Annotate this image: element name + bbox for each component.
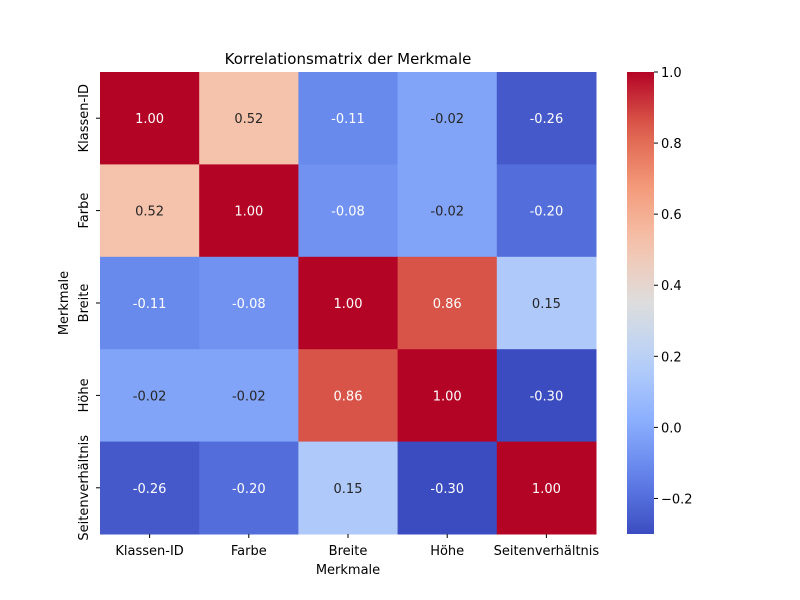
colorbar-tick-label: 0.6: [661, 208, 682, 223]
cell-value-label: -0.26: [133, 482, 167, 497]
heatmap-cell: [100, 72, 200, 165]
cell-value-label: 0.15: [334, 482, 363, 497]
x-tick-label: Seitenverhältnis: [494, 544, 600, 559]
colorbar-tick-label: −0.2: [661, 492, 693, 507]
colorbar-gradient: [627, 72, 654, 534]
colorbar-tick-label: 0.4: [661, 279, 682, 294]
cell-value-label: -0.11: [331, 112, 365, 127]
heatmap-cell: [199, 349, 299, 443]
chart-title: Korrelationsmatrix der Merkmale: [225, 50, 472, 68]
cell-value-label: -0.20: [232, 482, 266, 497]
x-tick-label: Klassen-ID: [115, 544, 183, 559]
cell-value-label: -0.20: [530, 205, 564, 220]
heatmap-cell: [397, 72, 498, 165]
heatmap-cell: [298, 256, 399, 350]
cell-value-label: -0.11: [133, 297, 167, 312]
x-tick-label: Farbe: [231, 544, 267, 559]
heatmap-cell: [199, 441, 299, 535]
y-axis-title: Merkmale: [57, 271, 72, 335]
x-tick-label: Höhe: [430, 544, 464, 559]
cell-value-label: -0.02: [232, 389, 266, 404]
heatmap-cell: [199, 72, 299, 165]
cell-value-label: -0.02: [430, 112, 464, 127]
heatmap-cell: [298, 72, 399, 165]
cell-value-label: 0.15: [532, 297, 561, 312]
cell-value-label: 0.52: [234, 112, 263, 127]
heatmap-cell: [496, 349, 597, 443]
y-tick-label: Breite: [77, 284, 92, 323]
heatmap-cell: [100, 349, 200, 443]
heatmap-cell: [199, 256, 299, 350]
heatmap-cell: [298, 441, 399, 535]
colorbar-tick-label: 0.8: [661, 137, 682, 152]
heatmap-cell: [298, 164, 399, 258]
heatmap-cell: [496, 72, 597, 165]
cell-value-label: -0.08: [232, 297, 266, 312]
cell-value-label: -0.08: [331, 205, 365, 220]
cell-value-label: 1.00: [234, 205, 263, 220]
colorbar: 1.0 0.8 0.6 0.4 0.2 0.0 −0.2: [627, 66, 693, 534]
heatmap-cell: [397, 349, 498, 443]
heatmap-cell: [397, 164, 498, 258]
cell-value-label: 0.52: [135, 205, 164, 220]
colorbar-tick-label: 1.0: [661, 66, 682, 81]
heatmap-cell: [397, 441, 498, 535]
heatmap-cell: [199, 164, 299, 258]
y-tick-label: Höhe: [77, 378, 92, 412]
cell-value-label: -0.30: [430, 482, 464, 497]
heatmap-cells: 1.00 0.52 -0.11 -0.02 -0.26 0.52 1.00 -0.08 -0.0…: [100, 72, 597, 535]
heatmap-cell: [100, 256, 200, 350]
x-axis-title: Merkmale: [316, 563, 380, 578]
y-axis-ticks: Klassen-ID Farbe Breite Höhe Seitenverhältni…: [77, 84, 100, 541]
heatmap-cell: [100, 441, 200, 535]
heatmap-cell: [397, 256, 498, 350]
cell-value-label: -0.26: [530, 112, 564, 127]
cell-value-label: 0.86: [433, 297, 462, 312]
x-axis-ticks: Klassen-ID Farbe Breite Höhe Seitenverhältni…: [115, 534, 599, 559]
heatmap-cell: [298, 349, 399, 443]
cell-value-label: -0.02: [133, 389, 167, 404]
colorbar-tick-label: 0.2: [661, 350, 682, 365]
heatmap-cell: [496, 441, 597, 535]
cell-value-label: 0.86: [334, 389, 363, 404]
heatmap-cell: [496, 256, 597, 350]
cell-value-label: 1.00: [334, 297, 363, 312]
cell-value-label: -0.30: [530, 389, 564, 404]
y-tick-label: Seitenverhältnis: [77, 435, 92, 541]
colorbar-tick-label: 0.0: [661, 421, 682, 436]
y-tick-label: Farbe: [77, 193, 92, 229]
x-tick-label: Breite: [329, 544, 368, 559]
y-tick-label: Klassen-ID: [77, 84, 92, 152]
cell-value-label: 1.00: [433, 389, 462, 404]
cell-value-label: 1.00: [532, 482, 561, 497]
heatmap-cell: [496, 164, 597, 258]
cell-value-label: -0.02: [430, 205, 464, 220]
heatmap-cell: [100, 164, 200, 258]
cell-value-label: 1.00: [135, 112, 164, 127]
